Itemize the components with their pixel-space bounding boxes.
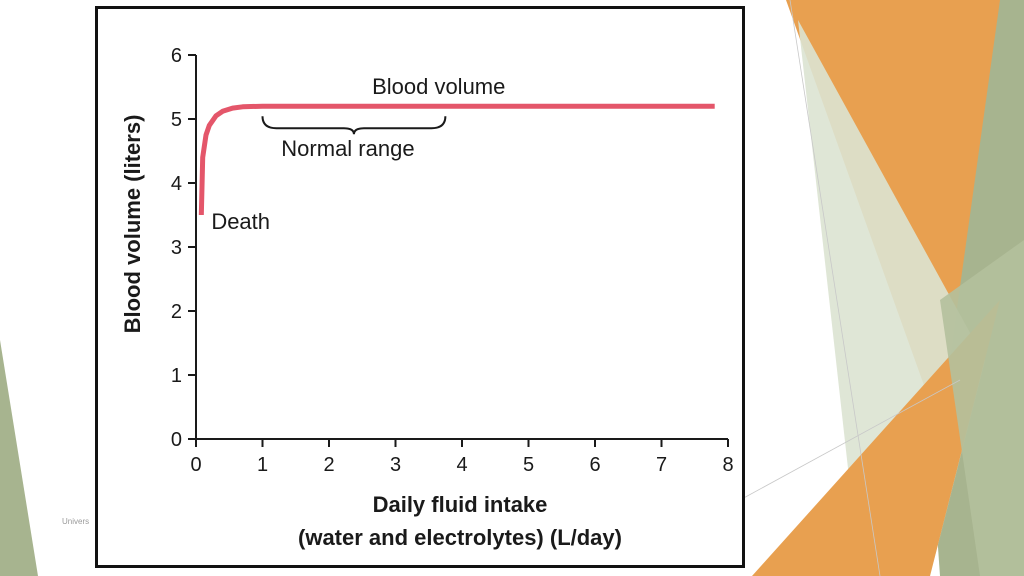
normal-range-brace bbox=[261, 116, 447, 135]
x-axis-title-line1: Daily fluid intake bbox=[373, 492, 548, 517]
normal-range-label: Normal range bbox=[281, 136, 414, 161]
x-axis: 0 1 2 3 4 5 6 7 8 bbox=[190, 438, 734, 476]
x-tick-label: 2 bbox=[323, 454, 334, 476]
y-axis-title: Blood volume (liters) bbox=[120, 115, 145, 334]
right-sage-shape-front bbox=[940, 240, 1024, 576]
y-tick-label: 0 bbox=[171, 429, 182, 451]
y-tick-label: 4 bbox=[171, 173, 182, 195]
right-orange-shape-bottom bbox=[752, 300, 1000, 576]
figure-frame: 0 1 2 3 4 5 6 7 8 0 1 2 3 4 5 6 Daily fluid intake (wa… bbox=[95, 6, 745, 568]
x-tick-label: 7 bbox=[656, 454, 667, 476]
y-axis: 0 1 2 3 4 5 6 bbox=[171, 45, 197, 451]
decorative-line bbox=[739, 379, 961, 501]
series-label-blood-volume: Blood volume bbox=[372, 74, 505, 99]
x-tick-label: 6 bbox=[589, 454, 600, 476]
x-tick-label: 4 bbox=[456, 454, 467, 476]
slide-footer-text: Univers bbox=[62, 517, 90, 526]
y-axis-ticks: 0 1 2 3 4 5 6 bbox=[171, 45, 196, 451]
x-axis-ticks: 0 1 2 3 4 5 6 7 8 bbox=[190, 439, 734, 476]
x-tick-label: 1 bbox=[257, 454, 268, 476]
death-label: Death bbox=[211, 209, 270, 234]
x-tick-label: 3 bbox=[390, 454, 401, 476]
decorative-line bbox=[789, 0, 881, 576]
x-tick-label: 5 bbox=[523, 454, 534, 476]
y-tick-label: 2 bbox=[171, 301, 182, 323]
y-tick-label: 6 bbox=[171, 45, 182, 67]
x-axis-title-line2: (water and electrolytes) (L/day) bbox=[298, 525, 622, 550]
left-sage-shape bbox=[0, 340, 38, 576]
x-tick-label: 8 bbox=[722, 454, 733, 476]
blood-volume-chart: 0 1 2 3 4 5 6 7 8 0 1 2 3 4 5 6 Daily fluid intake (wa… bbox=[120, 45, 734, 550]
y-tick-label: 1 bbox=[171, 365, 182, 387]
series-line-blood-volume bbox=[198, 103, 715, 216]
y-tick-label: 5 bbox=[171, 109, 182, 131]
x-tick-label: 0 bbox=[190, 454, 201, 476]
y-tick-label: 3 bbox=[171, 237, 182, 259]
